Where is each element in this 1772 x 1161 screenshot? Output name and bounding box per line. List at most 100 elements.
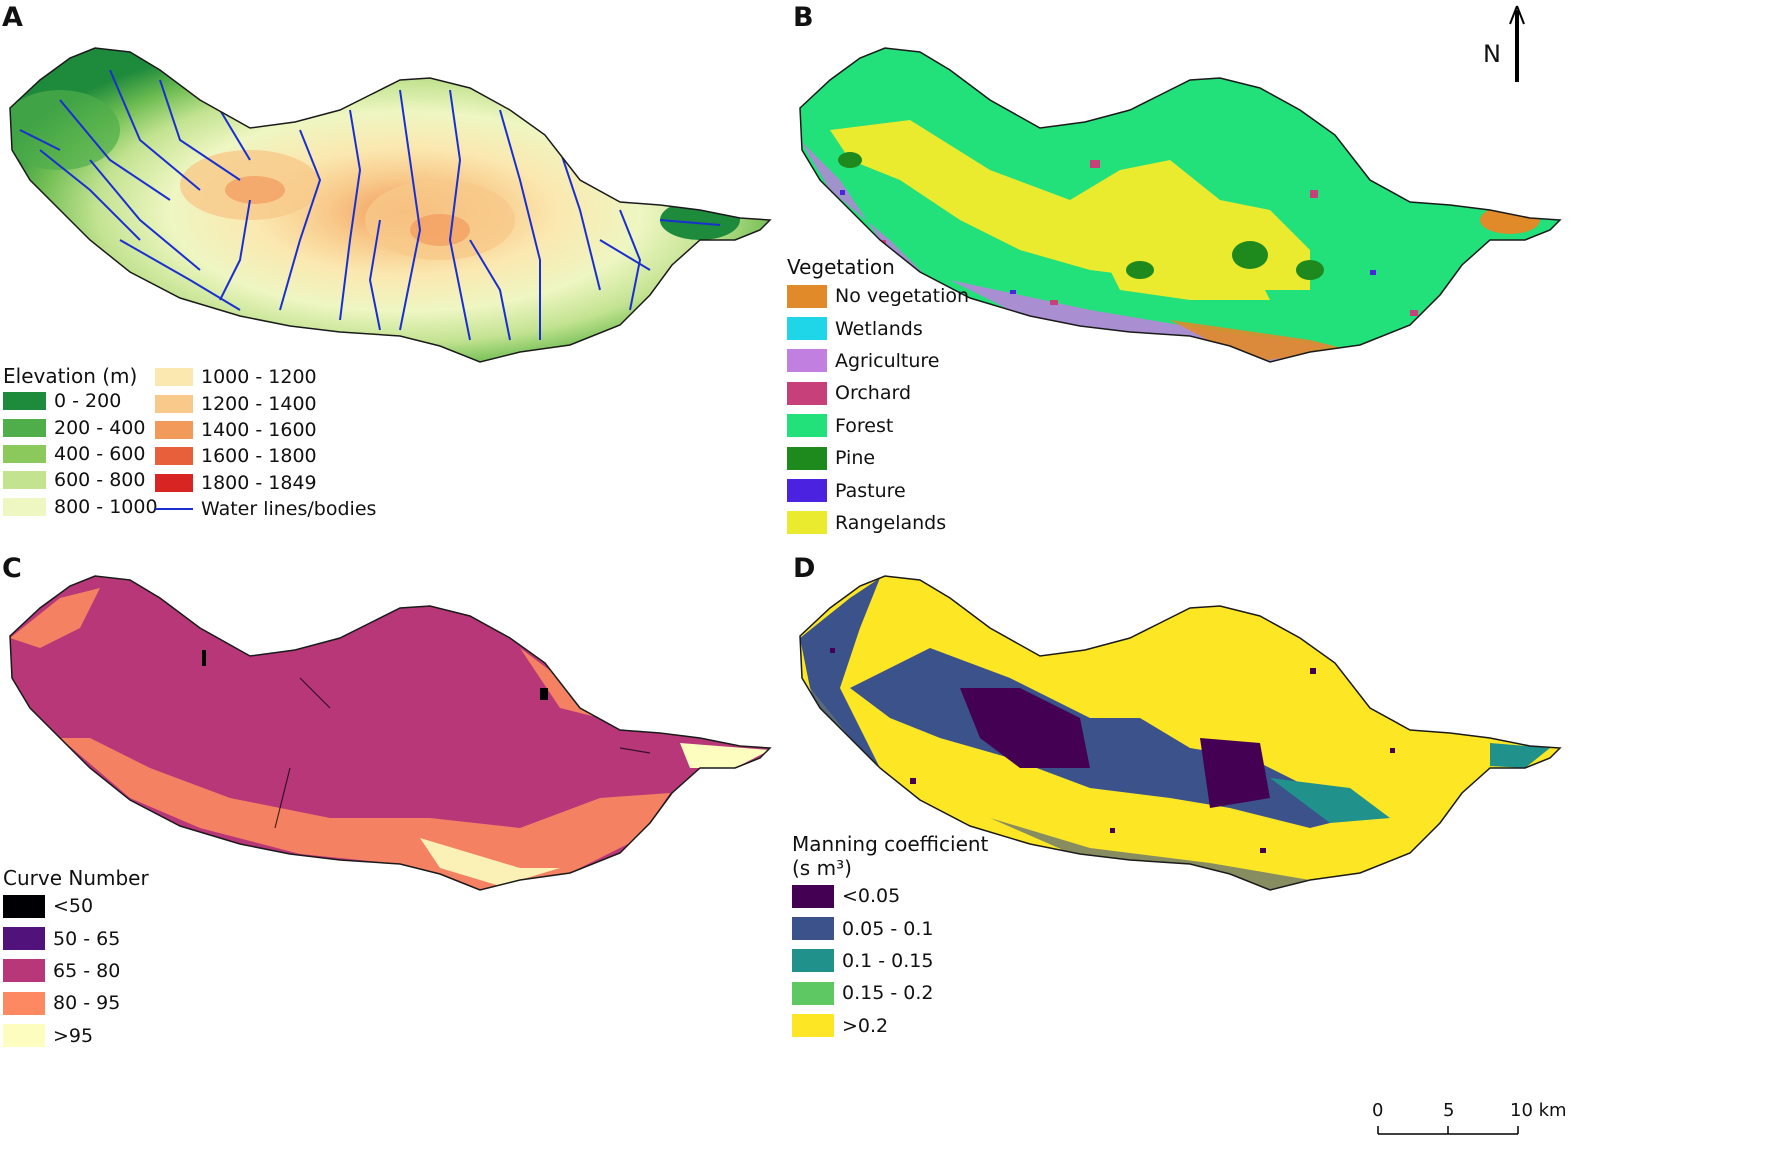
legend-item: 1600 - 1800: [155, 443, 376, 469]
legend-swatch: [787, 511, 827, 535]
legend-title: Elevation (m): [3, 364, 138, 388]
legend-swatch: [155, 447, 193, 466]
legend-label: 50 - 65: [53, 927, 121, 950]
legend-swatch: [155, 394, 193, 413]
vegetation-map: [799, 47, 1561, 363]
legend-item: Pine: [787, 442, 969, 474]
legend-item: Wetlands: [787, 312, 969, 344]
manning-legend: Manning coefficient (s m³) <0.05 0.05 - …: [792, 832, 988, 1042]
legend-label: <50: [53, 895, 94, 918]
legend-item: 1800 - 1849: [155, 470, 376, 496]
legend-title: Curve Number: [3, 866, 149, 890]
elevation-legend: Elevation (m) 0 - 200 200 - 400 400 - 60…: [3, 364, 158, 520]
legend-title: Vegetation: [787, 255, 895, 279]
legend-item: 1000 - 1200: [155, 364, 376, 390]
water-line-swatch: [155, 508, 193, 511]
legend-item: 80 - 95: [3, 987, 149, 1019]
legend-swatch: [787, 446, 827, 470]
legend-swatch: [3, 444, 46, 463]
scalebar-tick-label: 5: [1443, 1100, 1455, 1121]
legend-label: No vegetation: [835, 285, 970, 308]
legend-label: 1400 - 1600: [201, 418, 317, 441]
scalebar: [1377, 1126, 1519, 1135]
legend-swatch: [792, 981, 834, 1005]
legend-label: 1800 - 1849: [201, 471, 317, 494]
vegetation-legend: Vegetation No vegetation Wetlands Agricu…: [787, 254, 969, 539]
legend-label: 0.05 - 0.1: [842, 917, 934, 940]
legend-swatch: [792, 949, 834, 973]
legend-item: <0.05: [792, 880, 988, 912]
legend-label: >0.2: [842, 1014, 889, 1037]
legend-label: 1600 - 1800: [201, 445, 317, 468]
legend-item: >95: [3, 1020, 149, 1052]
elevation-map: [9, 47, 771, 363]
legend-swatch: [787, 381, 827, 405]
legend-swatch: [792, 917, 834, 941]
legend-label: 200 - 400: [54, 416, 146, 439]
panel-a-letter: A: [2, 2, 23, 33]
legend-label: 1200 - 1400: [201, 392, 317, 415]
legend-swatch: [792, 1014, 834, 1038]
legend-label: Wetlands: [835, 317, 923, 340]
legend-item: 65 - 80: [3, 955, 149, 987]
legend-label: 0.1 - 0.15: [842, 949, 934, 972]
panel-b-letter: B: [793, 2, 814, 33]
legend-item: >0.2: [792, 1010, 988, 1042]
north-arrow-icon: [1509, 5, 1525, 82]
legend-label: 65 - 80: [53, 959, 121, 982]
legend-item: Forest: [787, 410, 969, 442]
legend-swatch: [155, 420, 193, 439]
legend-item: 1400 - 1600: [155, 417, 376, 443]
legend-label: >95: [53, 1024, 94, 1047]
legend-item: 0.1 - 0.15: [792, 945, 988, 977]
legend-swatch: [3, 471, 46, 490]
north-label: N: [1483, 40, 1501, 68]
legend-label: Forest: [835, 414, 894, 437]
legend-swatch: [3, 1024, 45, 1048]
legend-item: <50: [3, 890, 149, 922]
legend-swatch: [3, 497, 46, 516]
legend-item: 1200 - 1400: [155, 390, 376, 416]
legend-label: 800 - 1000: [54, 495, 158, 518]
legend-swatch: [787, 317, 827, 341]
legend-item: No vegetation: [787, 280, 969, 312]
legend-item: Pasture: [787, 474, 969, 506]
legend-swatch: [787, 349, 827, 373]
legend-swatch: [3, 991, 45, 1015]
legend-item: 200 - 400: [3, 414, 158, 440]
legend-swatch: [3, 927, 45, 951]
legend-swatch: [787, 284, 827, 308]
legend-label: 80 - 95: [53, 992, 121, 1015]
legend-swatch: [3, 959, 45, 983]
legend-label: Pasture: [835, 479, 906, 502]
legend-item: 600 - 800: [3, 467, 158, 493]
curve-number-legend: Curve Number <50 50 - 65 65 - 80 80 - 95…: [3, 866, 149, 1052]
legend-label: Agriculture: [835, 349, 940, 372]
legend-label: <0.05: [842, 885, 901, 908]
legend-label: 400 - 600: [54, 442, 146, 465]
legend-item: 0.15 - 0.2: [792, 977, 988, 1009]
legend-swatch: [787, 414, 827, 438]
panel-d-letter: D: [793, 553, 816, 584]
legend-item: 50 - 65: [3, 922, 149, 954]
legend-label: 0.15 - 0.2: [842, 982, 934, 1005]
legend-item: 400 - 600: [3, 441, 158, 467]
legend-item-water: Water lines/bodies: [155, 496, 376, 522]
legend-item: 0 - 200: [3, 388, 158, 414]
legend-label: 0 - 200: [54, 390, 122, 413]
legend-label: 600 - 800: [54, 469, 146, 492]
legend-swatch: [3, 418, 46, 437]
legend-label: Water lines/bodies: [201, 498, 377, 521]
legend-swatch: [3, 392, 46, 411]
legend-label: Orchard: [835, 382, 912, 405]
legend-swatch: [155, 473, 193, 492]
scalebar-tick-label: 10 km: [1510, 1100, 1567, 1121]
curve-number-map: [9, 575, 771, 891]
elevation-legend-col2: 1000 - 1200 1200 - 1400 1400 - 1600 1600…: [155, 364, 376, 522]
legend-label: 1000 - 1200: [201, 366, 317, 389]
legend-item: 800 - 1000: [3, 494, 158, 520]
panel-c-letter: C: [2, 553, 22, 584]
legend-item: 0.05 - 0.1: [792, 912, 988, 944]
legend-swatch: [155, 368, 193, 387]
legend-item: Rangelands: [787, 507, 969, 539]
